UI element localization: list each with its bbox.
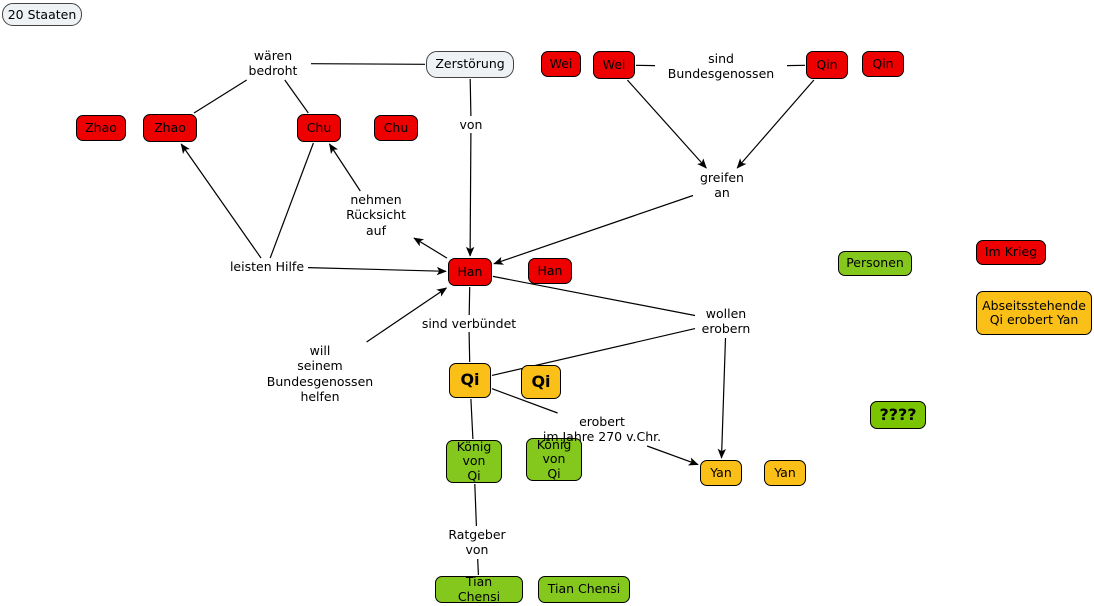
node-yan_b[interactable]: Yan: [764, 460, 806, 486]
edge-qin_a-to-greifen_an: [736, 79, 815, 169]
edge-label-will_helfen[interactable]: will seinem Bundesgenossen helfen: [266, 343, 374, 404]
legend-item-abseits[interactable]: Abseitsstehende Qi erobert Yan: [976, 291, 1092, 335]
legend-item-label: Abseitsstehende Qi erobert Yan: [982, 297, 1086, 327]
edge-leisten_hilfe-to-chu_a: [269, 142, 314, 259]
diagram-title-chip[interactable]: 20 Staaten: [2, 3, 82, 26]
legend-item-im_krieg[interactable]: Im Krieg: [976, 240, 1046, 265]
node-label: Qin: [872, 55, 894, 71]
edge-qi_a-to-sind_verbuendet: [468, 331, 471, 363]
edge-zerstoerung-to-von: [469, 78, 472, 117]
legend-item-unknown[interactable]: ????: [870, 401, 926, 429]
legend-item-label: Personen: [846, 255, 904, 271]
node-label: Chu: [306, 119, 332, 135]
node-tian_b[interactable]: Tian Chensi: [538, 576, 630, 603]
node-label: Zerstörung: [435, 56, 505, 72]
edge-greifen_an-to-han_a: [493, 194, 694, 265]
node-label: Yan: [774, 464, 796, 480]
node-label: Wei: [602, 56, 626, 72]
node-qin_b[interactable]: Qin: [862, 51, 904, 77]
node-label: Zhao: [85, 119, 117, 135]
node-label: Tian Chensi: [547, 581, 621, 597]
edge-von-to-han_a: [465, 132, 475, 257]
edge-erobert_270-to-yan_a: [646, 445, 699, 466]
node-koenig_b[interactable]: König von Qi: [526, 436, 582, 481]
edge-ratgeber_von-to-tian_a: [477, 558, 479, 576]
node-han_a[interactable]: Han: [448, 258, 492, 286]
node-qi_a[interactable]: Qi: [449, 363, 491, 398]
node-label: Wei: [549, 55, 573, 71]
node-label: König von Qi: [456, 438, 492, 483]
edge-wei_b-to-greifen_an: [626, 79, 707, 169]
edge-waeren_bedroht-to-zhao_b: [193, 79, 248, 114]
node-chu_b[interactable]: Chu: [374, 115, 418, 141]
edge-label-leisten_hilfe[interactable]: leisten Hilfe: [229, 259, 305, 274]
edge-wollen_erobern-to-yan_a: [717, 337, 727, 459]
node-wei_a[interactable]: Wei: [541, 51, 581, 77]
node-tian_a[interactable]: Tian Chensi: [435, 574, 523, 604]
node-label: Qin: [816, 56, 838, 72]
edge-zerstoerung-to-waeren_bedroht: [310, 63, 426, 65]
node-label: Yan: [710, 464, 732, 480]
legend-item-personen[interactable]: Personen: [838, 251, 912, 276]
edge-label-nehmen_ruecksicht_auf[interactable]: nehmen Rücksicht auf: [346, 192, 406, 238]
node-zerstoerung[interactable]: Zerstörung: [426, 51, 514, 78]
edge-label-waeren_bedroht[interactable]: wären bedroht: [248, 48, 298, 79]
edge-koenig_a-to-ratgeber_von: [474, 483, 477, 527]
edge-label-greifen_an[interactable]: greifen an: [700, 170, 744, 201]
edge-label-wollen_erobern[interactable]: wollen erobern: [701, 306, 751, 337]
edge-label-sind_bundesgenossen[interactable]: sind Bundesgenossen: [667, 51, 775, 82]
edge-leisten_hilfe-to-han_a: [307, 266, 447, 276]
node-label: Tian Chensi: [457, 574, 501, 604]
node-label: Zhao: [154, 119, 186, 135]
node-label: Qi: [460, 370, 480, 390]
edge-waeren_bedroht-to-chu_a: [284, 79, 309, 114]
edge-sind_verbuendet-to-han_a: [468, 286, 471, 316]
node-zhao_b[interactable]: Zhao: [143, 114, 197, 142]
legend-item-label: ????: [879, 404, 917, 424]
edge-han_a-to-wollen_erobern: [492, 275, 696, 317]
edge-label-erobert_270[interactable]: erobert im Jahre 270 v.Chr.: [542, 414, 662, 445]
node-wei_b[interactable]: Wei: [593, 51, 635, 79]
node-label: Chu: [383, 119, 409, 135]
node-zhao_a[interactable]: Zhao: [76, 115, 126, 141]
edge-nehmen_ruecksicht_auf-to-chu_a: [328, 143, 361, 192]
edge-label-sind_verbuendet[interactable]: sind verbündet: [421, 316, 517, 331]
node-koenig_a[interactable]: König von Qi: [446, 438, 502, 483]
node-qin_a[interactable]: Qin: [806, 51, 848, 79]
node-label: Han: [457, 263, 483, 279]
edge-qi_a-to-koenig_a: [470, 398, 474, 440]
edge-han_a-to-nehmen_ruecksicht_auf: [413, 237, 448, 259]
edge-label-ratgeber_von[interactable]: Ratgeber von: [448, 527, 506, 558]
node-label: König von Qi: [536, 436, 572, 481]
node-qi_b[interactable]: Qi: [521, 365, 561, 399]
edge-leisten_hilfe-to-zhao_b: [180, 143, 262, 259]
node-label: Qi: [531, 371, 551, 391]
node-han_b[interactable]: Han: [528, 258, 572, 284]
node-label: Han: [537, 262, 563, 278]
edge-label-von[interactable]: von: [459, 117, 483, 132]
legend-item-label: Im Krieg: [984, 244, 1038, 260]
node-chu_a[interactable]: Chu: [297, 114, 341, 142]
node-yan_a[interactable]: Yan: [700, 460, 742, 486]
diagram-title-label: 20 Staaten: [7, 7, 77, 22]
edge-will_helfen-to-han_a: [366, 287, 448, 343]
